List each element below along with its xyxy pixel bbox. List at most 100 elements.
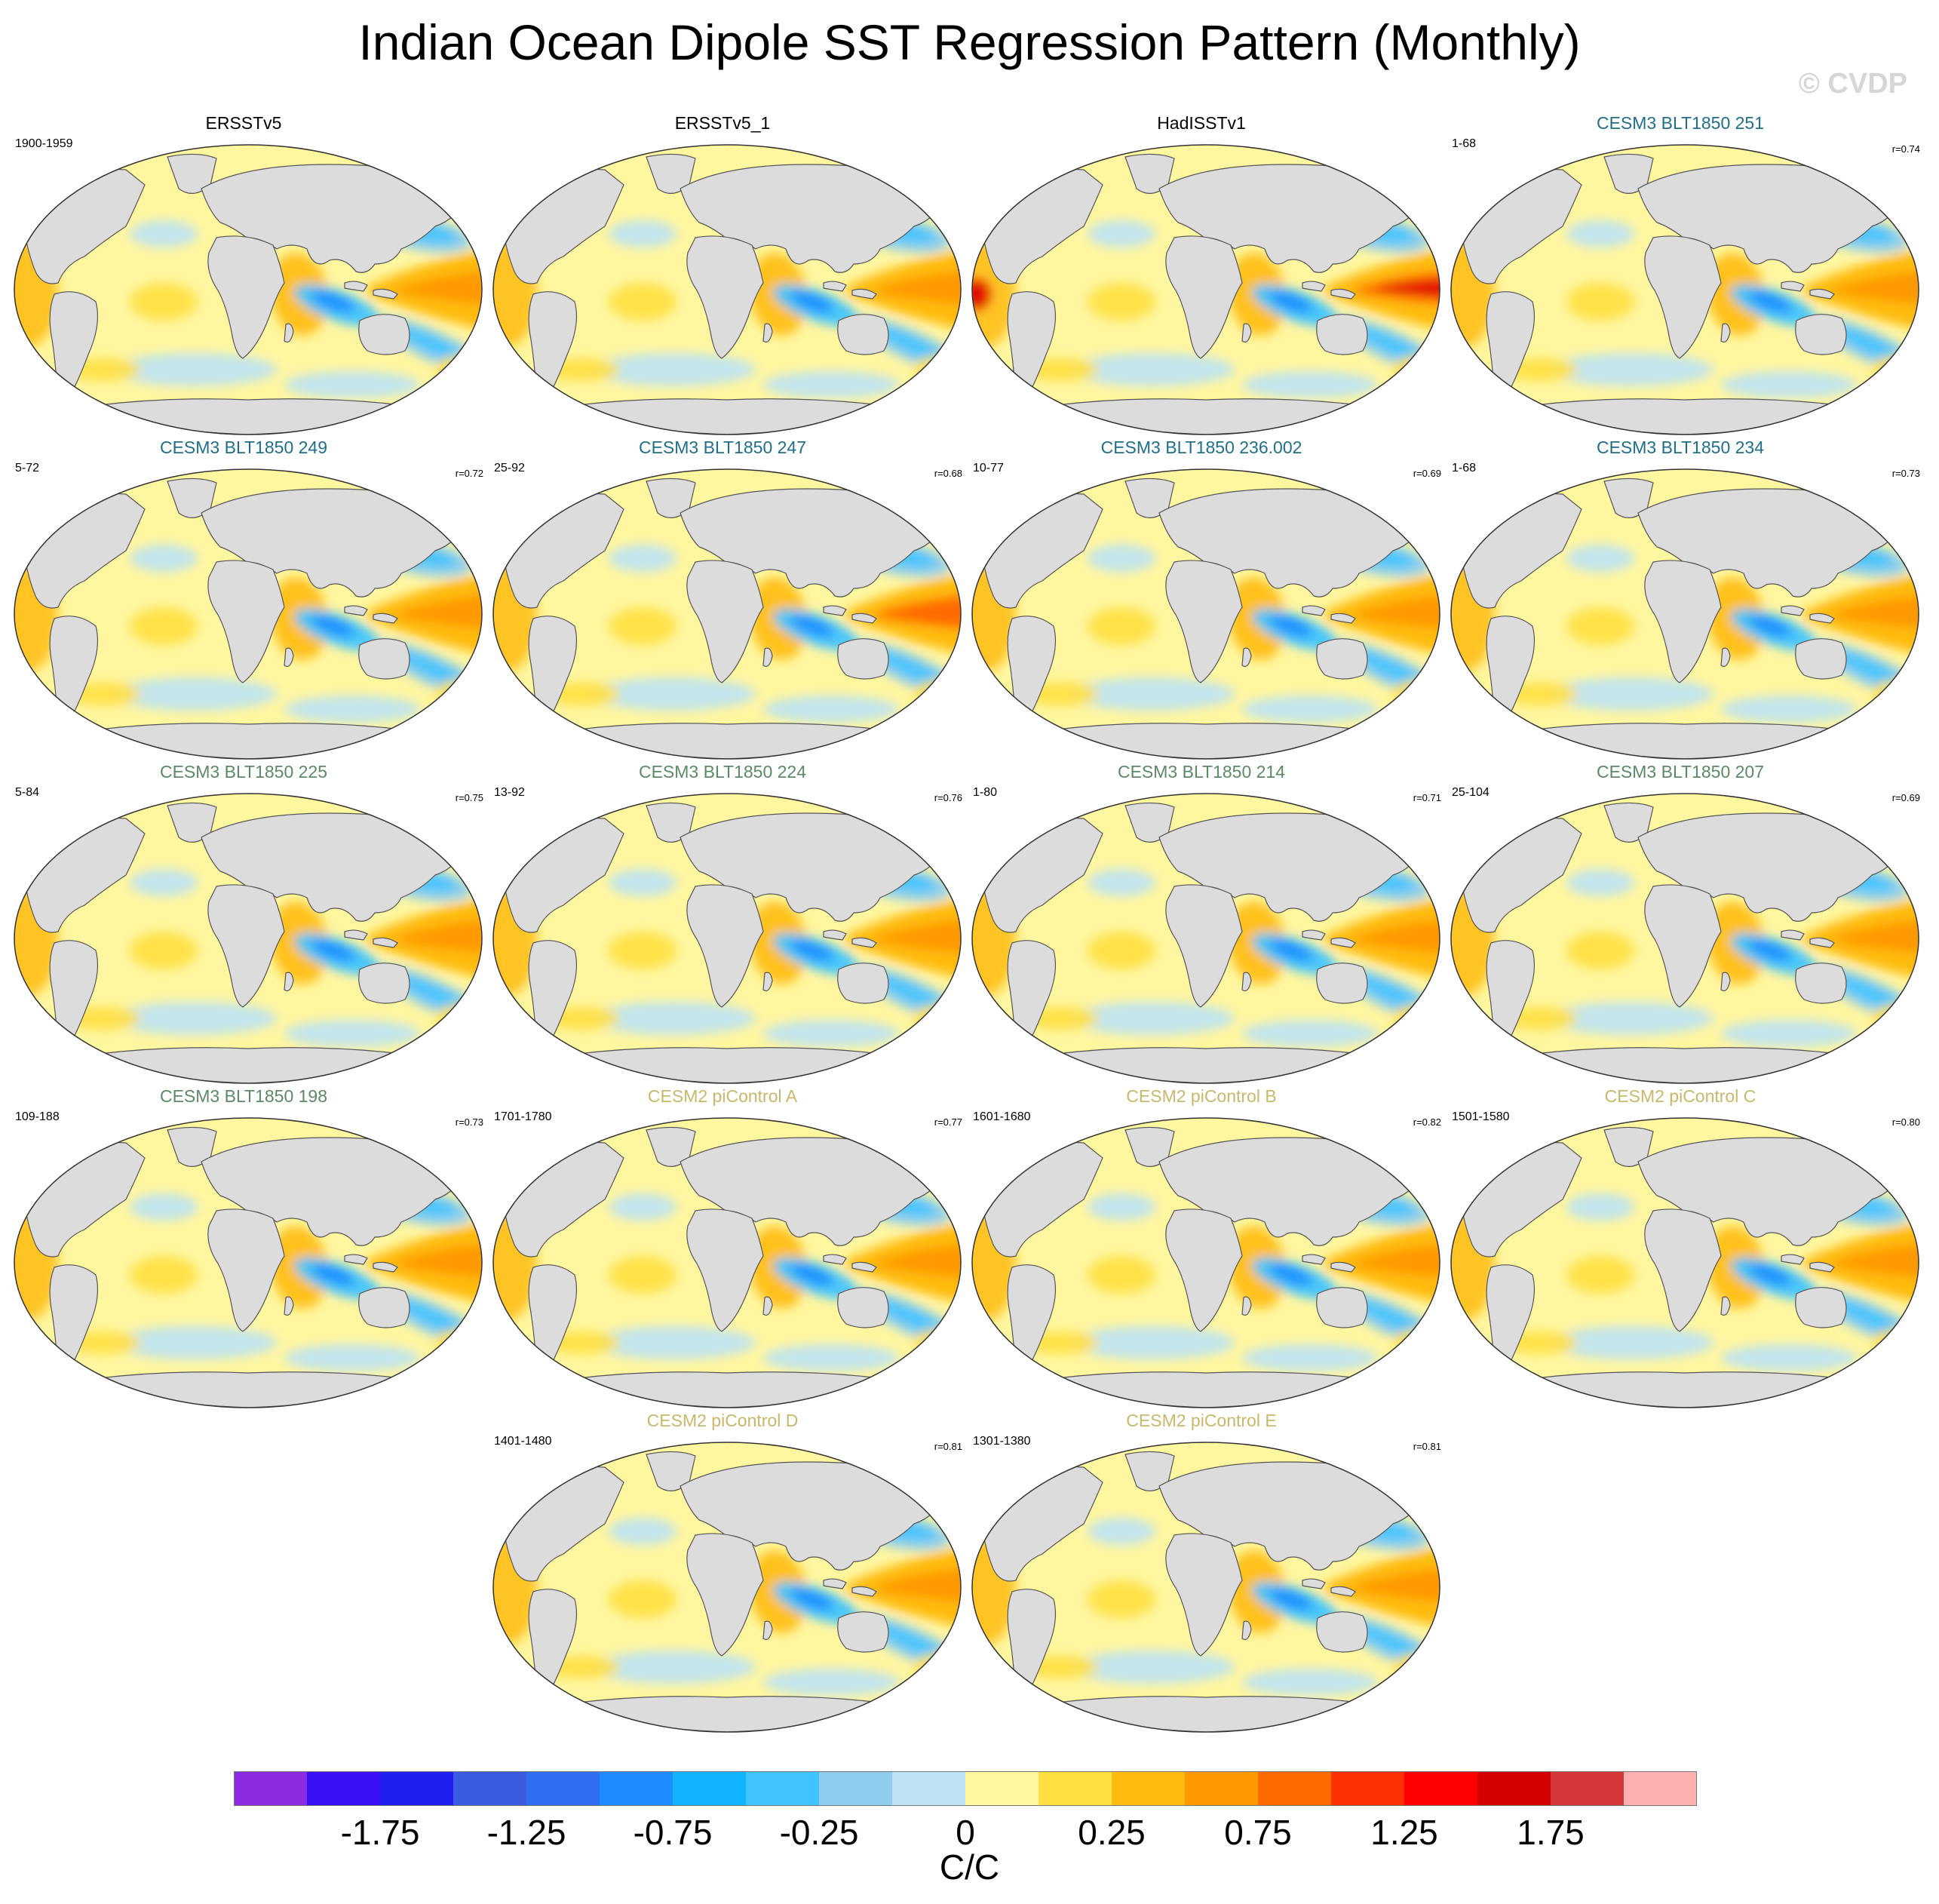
madagascar-shape — [762, 972, 773, 992]
maritime-continent-shape — [823, 605, 877, 624]
sst-anomaly-field — [972, 539, 1440, 723]
sst-regression-map — [492, 468, 962, 760]
sst-regression-map — [492, 1442, 962, 1733]
africa-shape — [207, 560, 285, 683]
madagascar-shape — [1720, 972, 1731, 992]
panel-title: CESM3 BLT1850 236.002 — [1100, 438, 1302, 457]
colorbar-swatch — [1551, 1771, 1625, 1806]
sst-regression-map — [492, 793, 962, 1084]
panel-years-label: 1701-1780 — [494, 1110, 552, 1123]
sst-regression-map — [14, 1117, 483, 1408]
map-panel: CESM3 BLT1850 249 5-72 r=0.72 — [4, 438, 483, 762]
maritime-continent-shape — [344, 605, 398, 624]
map-panel: CESM3 BLT1850 207 25-104 r=0.69 — [1440, 762, 1920, 1086]
panel-years-label: 1401-1480 — [494, 1435, 552, 1448]
colorbar-swatch — [746, 1771, 820, 1806]
madagascar-shape — [284, 1296, 294, 1316]
map-outline — [971, 468, 1440, 760]
sst-regression-map — [1450, 793, 1919, 1084]
colorbar-swatches — [234, 1771, 1697, 1806]
colorbar-swatch — [1331, 1771, 1405, 1806]
maritime-continent-shape — [1302, 929, 1356, 948]
panel-title: CESM3 BLT1850 249 — [159, 438, 328, 457]
panel-pattern-correlation: r=0.81 — [934, 1441, 962, 1452]
panel-years-label: 1-80 — [973, 786, 998, 799]
sst-regression-map — [492, 1117, 962, 1408]
greenland-shape — [1603, 802, 1654, 843]
map-outline — [14, 468, 483, 760]
panel-title: CESM2 piControl B — [1126, 1086, 1277, 1106]
panel-pattern-correlation: r=0.75 — [455, 792, 483, 803]
map-outline — [971, 144, 1440, 435]
panel-pattern-correlation: r=0.71 — [1413, 792, 1441, 803]
australia-shape — [358, 638, 410, 680]
panel-title: CESM3 BLT1850 224 — [638, 762, 807, 782]
antarctica-shape — [78, 1047, 422, 1083]
colorbar-swatch — [1039, 1771, 1112, 1806]
maritime-continent-shape — [823, 929, 877, 948]
map-outline — [1450, 144, 1919, 435]
madagascar-shape — [1720, 323, 1731, 343]
maritime-continent-shape — [344, 929, 398, 948]
maritime-continent-shape — [1781, 1254, 1835, 1273]
panel-years-label: 5-84 — [15, 786, 40, 799]
panel-title: CESM2 piControl C — [1604, 1086, 1756, 1106]
antarctica-shape — [78, 1371, 422, 1408]
panel-title: ERSSTv5 — [205, 113, 282, 133]
map-panel: CESM2 piControl B 1601-1680 r=0.82 — [962, 1086, 1441, 1411]
africa-shape — [686, 560, 764, 683]
colorbar-swatch — [819, 1771, 893, 1806]
sst-regression-map — [14, 144, 483, 435]
map-panel: CESM2 piControl D 1401-1480 r=0.81 — [483, 1411, 962, 1735]
colorbar-tick-label: 0.75 — [1224, 1813, 1292, 1852]
maritime-continent-shape — [823, 281, 877, 299]
panel-title: CESM2 piControl D — [646, 1411, 799, 1430]
map-panel: HadISSTv1 — [962, 113, 1441, 438]
antarctica-shape — [557, 1696, 901, 1732]
greenland-shape — [167, 478, 217, 518]
africa-shape — [1644, 884, 1722, 1008]
sst-regression-map — [492, 144, 962, 435]
colorbar-swatch — [965, 1771, 1039, 1806]
australia-shape — [358, 1287, 410, 1328]
colorbar-tick-label: -1.25 — [486, 1813, 566, 1852]
map-panel: CESM3 BLT1850 198 109-188 r=0.73 — [4, 1086, 483, 1411]
madagascar-shape — [1241, 1296, 1252, 1316]
panel-pattern-correlation: r=0.82 — [1413, 1116, 1441, 1128]
sst-regression-map — [1450, 1117, 1919, 1408]
maritime-continent-shape — [1781, 605, 1835, 624]
greenland-shape — [1603, 153, 1654, 194]
colorbar-tick-label: 0.25 — [1078, 1813, 1146, 1852]
antarctica-shape — [557, 398, 901, 435]
maritime-continent-shape — [1302, 605, 1356, 624]
australia-shape — [837, 314, 889, 355]
antarctica-shape — [1036, 1371, 1380, 1408]
panel-title: CESM3 BLT1850 207 — [1596, 762, 1765, 782]
africa-shape — [1644, 235, 1722, 359]
colorbar-swatch — [453, 1771, 527, 1806]
colorbar-swatch — [1404, 1771, 1478, 1806]
panel-title: ERSSTv5_1 — [674, 113, 771, 133]
colorbar-swatch — [307, 1771, 381, 1806]
madagascar-shape — [1720, 1296, 1731, 1316]
antarctica-shape — [1036, 723, 1380, 759]
panel-pattern-correlation: r=0.69 — [1891, 792, 1920, 803]
australia-shape — [1795, 314, 1847, 355]
colorbar-swatch — [1624, 1771, 1697, 1806]
map-panel: CESM3 BLT1850 224 13-92 r=0.76 — [483, 762, 962, 1086]
map-panel: CESM3 BLT1850 234 1-68 r=0.73 — [1440, 438, 1920, 762]
maritime-continent-shape — [1302, 1578, 1356, 1597]
sst-regression-map — [1450, 144, 1919, 435]
panel-title: CESM3 BLT1850 225 — [159, 762, 328, 782]
maritime-continent-shape — [1302, 1254, 1356, 1273]
map-outline — [14, 144, 483, 435]
map-outline — [492, 1442, 962, 1733]
panel-years-label: 1-68 — [1452, 462, 1477, 474]
panel-pattern-correlation: r=0.73 — [1891, 468, 1920, 479]
panel-title: CESM3 BLT1850 214 — [1117, 762, 1286, 782]
map-panel: CESM3 BLT1850 225 5-84 r=0.75 — [4, 762, 483, 1086]
madagascar-shape — [1241, 323, 1252, 343]
panel-years-label: 1900-1959 — [15, 137, 73, 150]
maritime-continent-shape — [1302, 281, 1356, 299]
madagascar-shape — [762, 1296, 773, 1316]
